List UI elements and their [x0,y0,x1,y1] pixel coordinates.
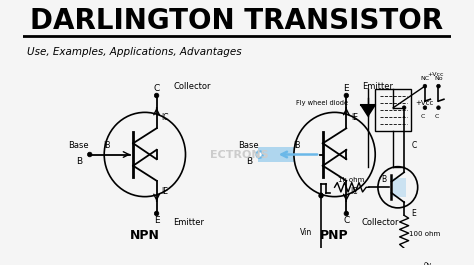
Text: E: E [412,209,417,218]
Text: Emitter: Emitter [363,82,393,91]
Circle shape [437,84,440,88]
Circle shape [437,106,440,109]
Text: C: C [154,83,160,92]
Text: IC: IC [351,187,358,196]
Text: E: E [344,83,349,92]
Circle shape [155,93,159,98]
Text: +Vcc: +Vcc [415,100,433,106]
Text: Base: Base [69,141,89,150]
Bar [393,178,406,197]
Circle shape [419,260,422,264]
Text: NC: NC [420,76,429,81]
Polygon shape [361,105,375,116]
Text: Use, Examples, Applications, Advantages: Use, Examples, Applications, Advantages [27,47,242,57]
Text: B: B [76,157,82,166]
Text: IB: IB [293,141,301,150]
Bar [375,89,411,131]
Text: ECTRONS: ECTRONS [210,149,269,160]
Circle shape [423,84,427,88]
Text: 0v: 0v [424,262,432,265]
Text: DARLINGTON TRANSISTOR: DARLINGTON TRANSISTOR [30,7,444,35]
Text: 100 ohm: 100 ohm [409,231,440,237]
Text: IC: IC [161,113,168,122]
Text: IE: IE [351,113,358,122]
Text: Vin: Vin [300,228,312,237]
Text: Fly wheel diode: Fly wheel diode [296,100,348,106]
Text: Base: Base [238,141,259,150]
Circle shape [344,211,348,216]
Text: Collector: Collector [174,82,211,91]
Text: C: C [421,114,425,119]
Circle shape [319,260,323,264]
Text: Collector: Collector [362,218,400,227]
Text: E: E [154,217,159,226]
Circle shape [423,106,427,109]
Text: IE: IE [161,187,168,196]
Circle shape [155,211,159,216]
Bar [258,147,294,162]
Circle shape [319,193,323,198]
Text: C: C [435,114,439,119]
Text: +Vcc: +Vcc [428,72,444,77]
Text: PNP: PNP [320,229,349,242]
Text: IB: IB [103,141,110,150]
Text: No: No [434,76,443,81]
Text: C: C [411,141,417,150]
Circle shape [88,152,92,157]
Circle shape [344,93,348,98]
Text: C: C [343,217,349,226]
Text: B: B [246,157,252,166]
Circle shape [256,151,263,158]
Text: Emitter: Emitter [173,218,204,227]
Text: NPN: NPN [130,229,160,242]
Text: B: B [381,175,386,184]
Circle shape [402,106,406,109]
Text: 1k ohm: 1k ohm [337,177,364,183]
Circle shape [319,193,323,197]
